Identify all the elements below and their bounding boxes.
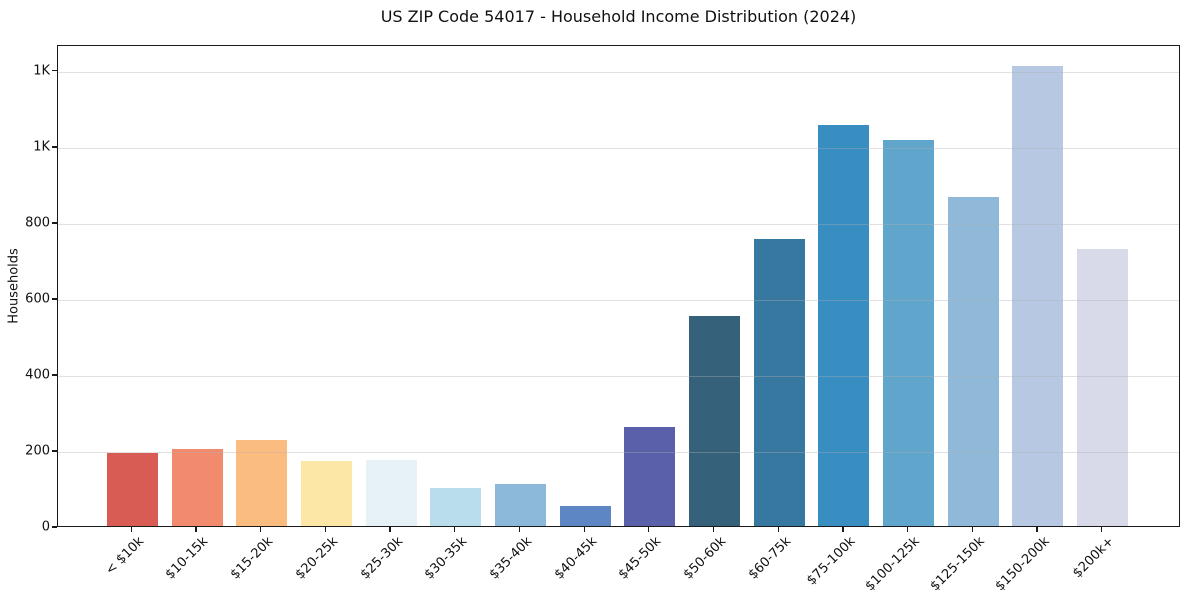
bar [689, 315, 741, 526]
plot-area [57, 45, 1180, 527]
bar [624, 427, 676, 526]
x-tick-label: $35-40k [486, 534, 536, 583]
x-tick-mark [1101, 527, 1103, 532]
bar [236, 440, 288, 526]
gridline [58, 147, 1179, 149]
y-tick-mark [52, 70, 57, 72]
x-tick-label: $60-75k [745, 534, 794, 583]
x-tick-label: $20-25k [292, 534, 342, 583]
x-tick-label: < $10k [102, 534, 147, 579]
bar [559, 506, 611, 526]
x-tick-label: $50-60k [680, 534, 730, 583]
bar [947, 197, 999, 526]
x-tick-label: $15-20k [227, 534, 277, 583]
x-tick-mark [712, 527, 715, 532]
x-tick-mark [842, 527, 844, 532]
y-tick-label: 1K [33, 63, 50, 79]
y-tick-label: 800 [25, 215, 50, 231]
x-tick-label: $100-125k [863, 534, 924, 590]
bar [171, 448, 223, 526]
gridline [58, 71, 1179, 73]
x-tick-label: $125-150k [927, 534, 988, 590]
y-tick-mark [52, 146, 57, 148]
y-tick-mark [52, 298, 57, 300]
y-axis-label: Households [6, 248, 22, 324]
x-tick-mark [971, 527, 973, 532]
gridline [58, 375, 1179, 377]
y-tick-mark [52, 526, 57, 528]
x-tick-label: $30-35k [421, 534, 471, 583]
x-tick-mark [777, 527, 779, 532]
y-tick-label: 600 [25, 291, 50, 307]
bar [1077, 248, 1129, 526]
x-tick-label: $150-200k [992, 534, 1053, 590]
x-tick-mark [648, 527, 650, 532]
bar [106, 452, 158, 526]
x-tick-mark [260, 527, 262, 532]
gridline [58, 451, 1179, 453]
x-tick-label: $25-30k [357, 534, 406, 583]
bar [753, 239, 805, 526]
bar [300, 461, 352, 526]
y-tick-mark [52, 222, 57, 224]
gridline [58, 223, 1179, 225]
x-tick-label: $200k+ [1070, 534, 1118, 582]
x-tick-label: $10-15k [163, 534, 212, 583]
y-tick-label: 200 [25, 443, 50, 459]
x-tick-mark [518, 527, 521, 532]
bar [818, 124, 870, 526]
gridline [58, 299, 1179, 301]
bar [1012, 66, 1064, 526]
x-tick-mark [324, 527, 327, 532]
x-tick-label: $45-50k [615, 534, 665, 583]
x-tick-mark [454, 527, 456, 532]
y-tick-label: 0 [41, 519, 50, 535]
x-tick-label: $75-100k [804, 534, 859, 589]
y-tick-label: 400 [25, 367, 50, 383]
bar [430, 488, 482, 526]
x-tick-mark [1036, 527, 1038, 532]
x-tick-label: $40-45k [551, 534, 600, 583]
bar [365, 459, 417, 526]
x-tick-mark [130, 527, 132, 532]
y-tick-mark [52, 450, 57, 452]
y-tick-label: 1K [33, 139, 50, 155]
x-tick-mark [389, 527, 391, 532]
bar [494, 484, 546, 526]
chart-title: US ZIP Code 54017 - Household Income Dis… [380, 7, 857, 26]
bar [883, 140, 935, 526]
x-tick-mark [195, 527, 197, 532]
x-tick-mark [906, 527, 909, 532]
x-tick-mark [583, 527, 585, 532]
y-tick-mark [52, 374, 57, 376]
